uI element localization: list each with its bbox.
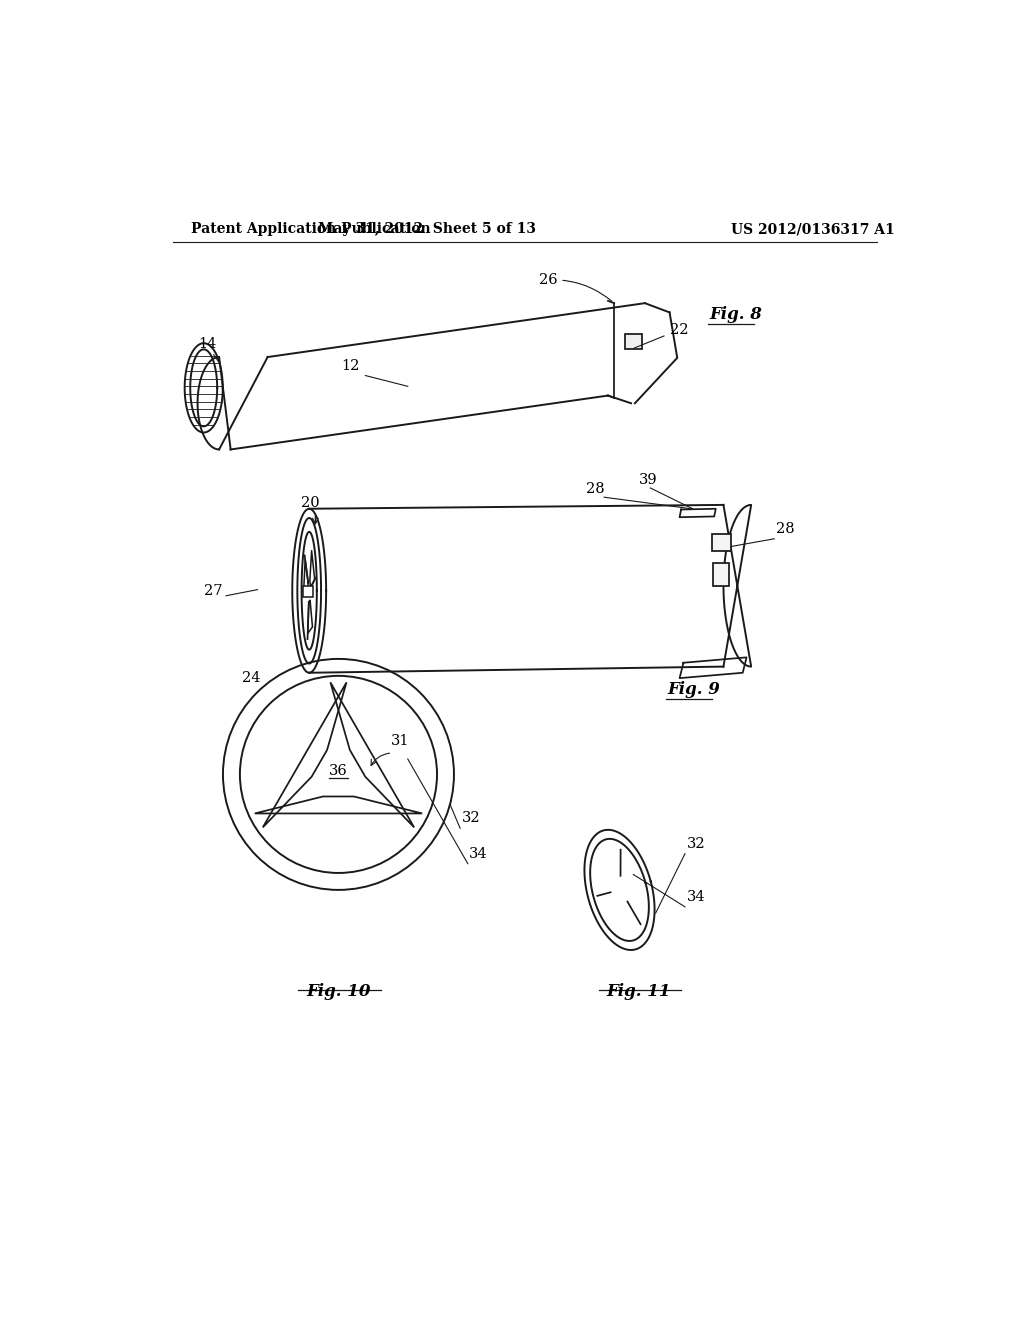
Text: Patent Application Publication: Patent Application Publication <box>190 222 430 236</box>
Text: 28: 28 <box>776 523 795 536</box>
Bar <box>625 334 642 350</box>
Text: Fig. 10: Fig. 10 <box>306 983 371 1001</box>
Text: Fig. 8: Fig. 8 <box>710 305 763 322</box>
Text: 26: 26 <box>539 273 612 301</box>
Text: 34: 34 <box>686 891 706 904</box>
Text: 36: 36 <box>329 763 348 777</box>
Text: 14: 14 <box>199 337 217 351</box>
Text: 27: 27 <box>205 583 223 598</box>
Text: 20: 20 <box>301 496 319 511</box>
Text: 12: 12 <box>341 359 359 374</box>
Text: Fig. 11: Fig. 11 <box>606 983 671 1001</box>
Bar <box>303 586 313 597</box>
Text: May 31, 2012  Sheet 5 of 13: May 31, 2012 Sheet 5 of 13 <box>318 222 536 236</box>
Text: Fig. 9: Fig. 9 <box>668 681 720 697</box>
Text: 28: 28 <box>587 482 605 496</box>
Text: US 2012/0136317 A1: US 2012/0136317 A1 <box>731 222 895 236</box>
Text: 32: 32 <box>686 837 706 850</box>
Text: 34: 34 <box>469 846 488 861</box>
Text: 24: 24 <box>243 671 261 685</box>
Text: 22: 22 <box>634 323 688 348</box>
Bar <box>714 562 729 586</box>
Text: 32: 32 <box>462 810 480 825</box>
Text: 39: 39 <box>639 473 657 487</box>
Text: 31: 31 <box>391 734 410 748</box>
Bar <box>712 535 731 552</box>
